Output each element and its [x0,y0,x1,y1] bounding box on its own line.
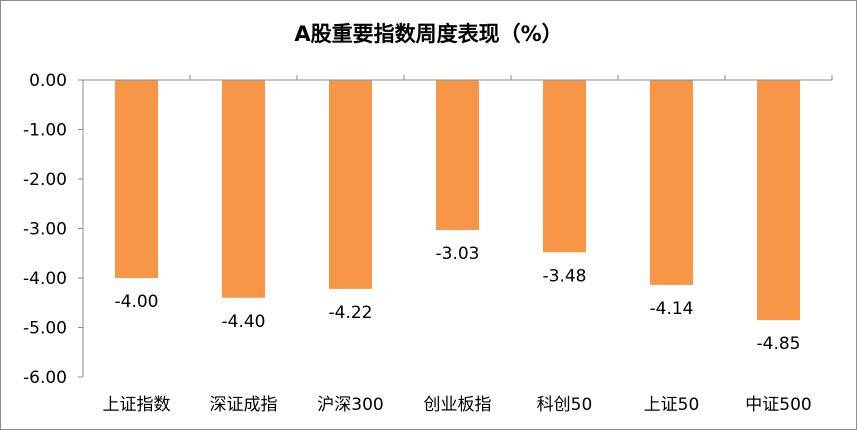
data-label: -4.22 [329,303,373,323]
bar [650,80,693,285]
bar [757,80,800,321]
data-label: -4.00 [115,292,159,312]
category-labels: 上证指数 深证成指 沪深300 创业板指 科创50 上证50 中证500 [103,395,812,415]
data-label: -4.40 [222,312,266,332]
bar [436,80,479,230]
data-label: -3.03 [436,244,480,264]
y-tick-label: -4.00 [23,269,67,289]
y-axis-ticks: 0.00 -1.00 -2.00 -3.00 -4.00 -5.00 -6.00 [23,71,83,388]
bar [329,80,372,289]
x-category-label: 创业板指 [424,395,492,415]
y-tick-label: -5.00 [23,319,67,339]
bars [115,75,833,321]
y-tick-label: -2.00 [23,170,67,190]
x-category-label: 深证成指 [210,395,278,415]
data-label: -4.85 [757,334,801,354]
x-category-label: 上证50 [644,395,700,415]
x-category-label: 上证指数 [103,395,171,415]
bar [222,80,265,298]
data-label: -3.48 [543,266,587,286]
data-labels: -4.00 -4.40 -4.22 -3.03 -3.48 -4.14 -4.85 [115,244,801,354]
bar [543,80,586,253]
y-tick-label: 0.00 [29,71,67,91]
y-tick-label: -3.00 [23,220,67,240]
y-tick-label: -6.00 [23,368,67,388]
x-category-label: 沪深300 [317,395,383,415]
x-category-label: 中证500 [745,395,811,415]
bar [115,80,158,278]
x-category-label: 科创50 [537,395,593,415]
data-label: -4.14 [650,299,694,319]
chart-title: A股重要指数周度表现（%） [294,22,563,46]
y-tick-label: -1.00 [23,121,67,141]
